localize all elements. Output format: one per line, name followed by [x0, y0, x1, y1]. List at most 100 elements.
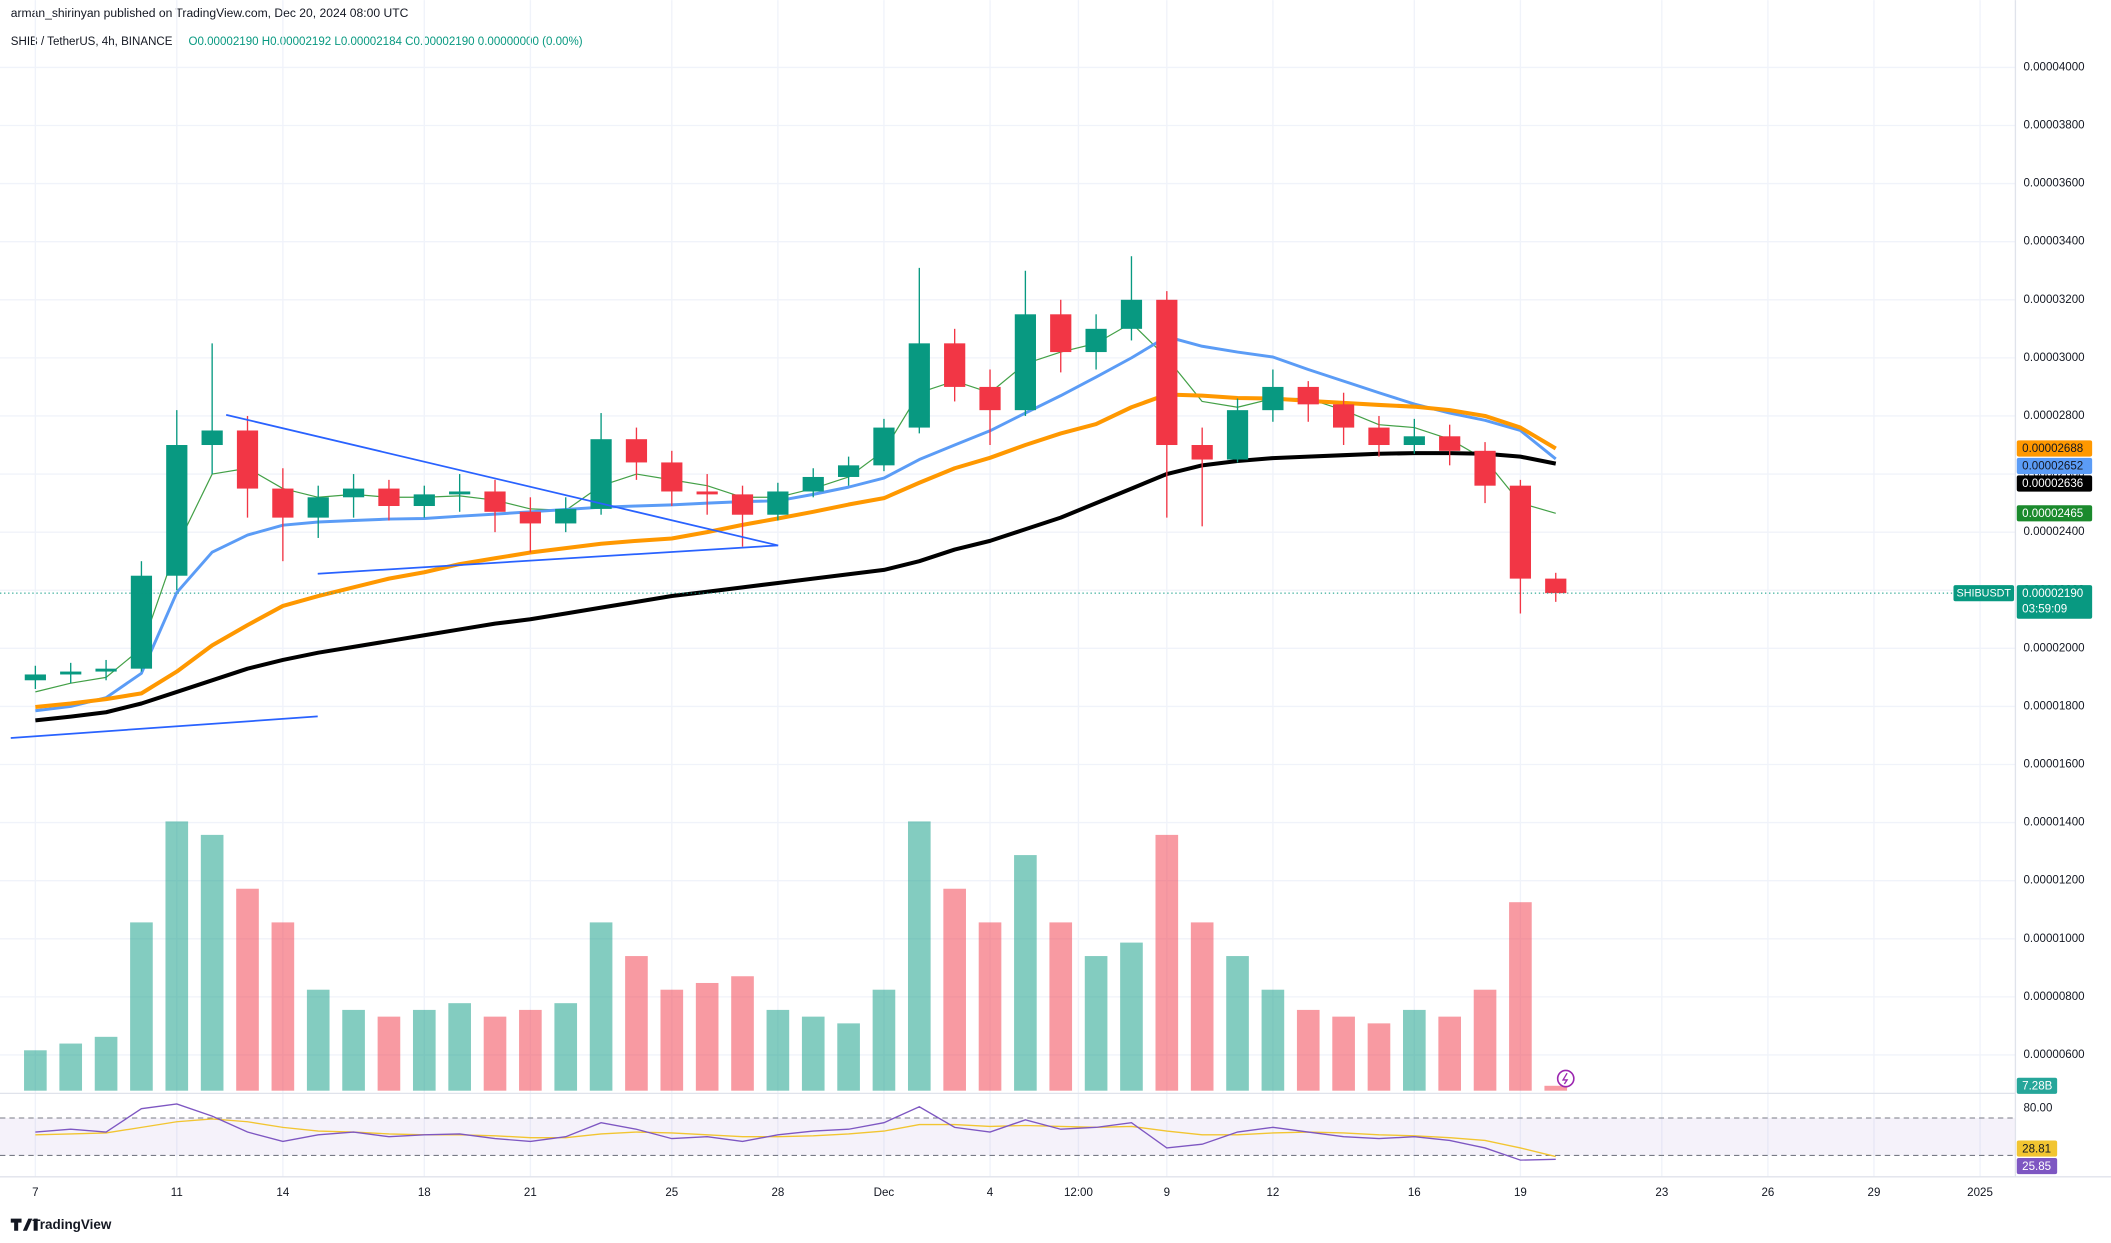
- brand-mark: [10, 1218, 38, 1231]
- symbol-box: [1953, 585, 2015, 602]
- y-tick-label: 0.00001800: [2023, 700, 2084, 712]
- candle-body: [1050, 314, 1072, 353]
- candle-body: [1297, 386, 1319, 405]
- y-tick-label: 0.00003200: [2023, 294, 2084, 306]
- x-tick-label: 16: [1408, 1187, 1421, 1199]
- alert-icon-circle[interactable]: [1556, 1069, 1575, 1088]
- candle-body: [979, 386, 1001, 411]
- volume-bar: [448, 1003, 471, 1091]
- y-tick-label: 0.00002600: [2023, 468, 2084, 480]
- x-tick-label: 12:00: [1064, 1187, 1093, 1199]
- x-tick-label: 14: [276, 1187, 289, 1199]
- candle-body: [625, 439, 648, 463]
- volume-bar: [1438, 1016, 1461, 1091]
- y-tick-label: 0.00003400: [2023, 236, 2084, 248]
- y-tick-label: 0.00000600: [2023, 1049, 2084, 1061]
- candle-body: [130, 575, 153, 669]
- volume-bar: [1261, 989, 1285, 1091]
- candle-body: [696, 491, 718, 495]
- moving-average-line: [35, 335, 1557, 713]
- rsi-value-box: [2016, 1158, 2058, 1175]
- volume-bar: [625, 956, 648, 1091]
- trendline: [10, 715, 318, 739]
- moving-average-line: [35, 451, 1557, 723]
- volume-bar: [1332, 1016, 1355, 1091]
- candle-body: [95, 668, 117, 672]
- y-tick-label: 0.00001400: [2023, 817, 2084, 829]
- x-tick-label: 25: [665, 1187, 678, 1199]
- y-tick-label: 0.00003000: [2023, 352, 2084, 364]
- candle-body: [272, 488, 294, 518]
- x-tick-label: 4: [987, 1187, 994, 1199]
- value-label: 0.00002688: [2022, 443, 2083, 455]
- volume-bar: [1367, 1023, 1391, 1091]
- volume-bar: [342, 1009, 365, 1091]
- volume-label: 7.28B: [2022, 1081, 2053, 1093]
- candle-body: [378, 488, 400, 507]
- candle-body: [166, 445, 188, 576]
- y-tick-label: 0.00004000: [2023, 61, 2084, 73]
- candle-body: [1333, 404, 1355, 428]
- value-label-box: [2016, 505, 2093, 522]
- y-tick-label: 0.00002400: [2023, 526, 2084, 538]
- volume-bar: [1120, 942, 1143, 1091]
- y-tick-label: 0.00002000: [2023, 642, 2084, 654]
- brand-logo: TradingView: [10, 1217, 112, 1232]
- volume-bar: [872, 989, 896, 1091]
- volume-bar: [377, 1016, 401, 1091]
- candle-body: [1368, 427, 1390, 446]
- symbol-label: SHIBUSDT: [1957, 588, 2012, 600]
- volume-bar: [943, 888, 966, 1091]
- rsi-signal-label: 28.81: [2022, 1143, 2051, 1155]
- volume-bar: [24, 1050, 47, 1091]
- volume-bar: [130, 922, 153, 1091]
- candle-body: [873, 427, 895, 466]
- x-tick-label: 9: [1164, 1187, 1170, 1199]
- candle-body: [519, 511, 541, 524]
- y-tick-label: 0.00003600: [2023, 178, 2084, 190]
- value-label-box: [2016, 475, 2093, 492]
- candle-body: [1014, 314, 1036, 411]
- x-tick-label: 19: [1514, 1187, 1527, 1199]
- x-tick-label: 21: [524, 1187, 537, 1199]
- volume-bar: [1084, 956, 1108, 1091]
- y-tick-label: 0.00001600: [2023, 759, 2084, 771]
- candle-body: [201, 430, 223, 446]
- volume-bar: [271, 922, 295, 1091]
- y-tick-label: 0.00001000: [2023, 933, 2084, 945]
- volume-bar: [554, 1003, 578, 1091]
- alert-icon[interactable]: [1556, 1069, 1575, 1088]
- x-tick-label: 12: [1266, 1187, 1279, 1199]
- countdown-label: 03:59:09: [2022, 603, 2067, 615]
- rsi-line: [35, 1103, 1556, 1161]
- rsi-tick-label: 80.00: [2023, 1103, 2052, 1115]
- volume-bar: [1403, 1009, 1426, 1091]
- x-tick-label: 18: [418, 1187, 431, 1199]
- volume-bar: [978, 922, 1002, 1091]
- rsi-signal-box: [2016, 1140, 2058, 1157]
- value-label: 0.00002652: [2022, 461, 2083, 473]
- candle-body: [413, 494, 435, 507]
- volume-bar: [1473, 989, 1497, 1091]
- y-tick-label: 0.00002800: [2023, 410, 2084, 422]
- candle-body: [449, 491, 471, 495]
- x-tick-label: 26: [1761, 1187, 1774, 1199]
- candle-body: [661, 462, 683, 492]
- candle-layer: [24, 256, 1567, 689]
- last-price-box: [2016, 585, 2093, 619]
- volume-bar: [200, 834, 224, 1091]
- candle-body: [1403, 436, 1425, 446]
- candle-body: [802, 476, 824, 492]
- rsi-band: [0, 1118, 2016, 1156]
- candle-body: [1439, 436, 1461, 451]
- volume-bar: [165, 821, 189, 1091]
- volume-bar: [483, 1016, 507, 1091]
- trendline: [317, 544, 779, 575]
- candle-body: [767, 491, 789, 515]
- volume-bar: [1155, 834, 1179, 1091]
- volume-bar: [236, 888, 259, 1091]
- drawings: [10, 413, 779, 739]
- rsi-value-label: 25.85: [2022, 1161, 2051, 1173]
- candle-body: [555, 508, 577, 524]
